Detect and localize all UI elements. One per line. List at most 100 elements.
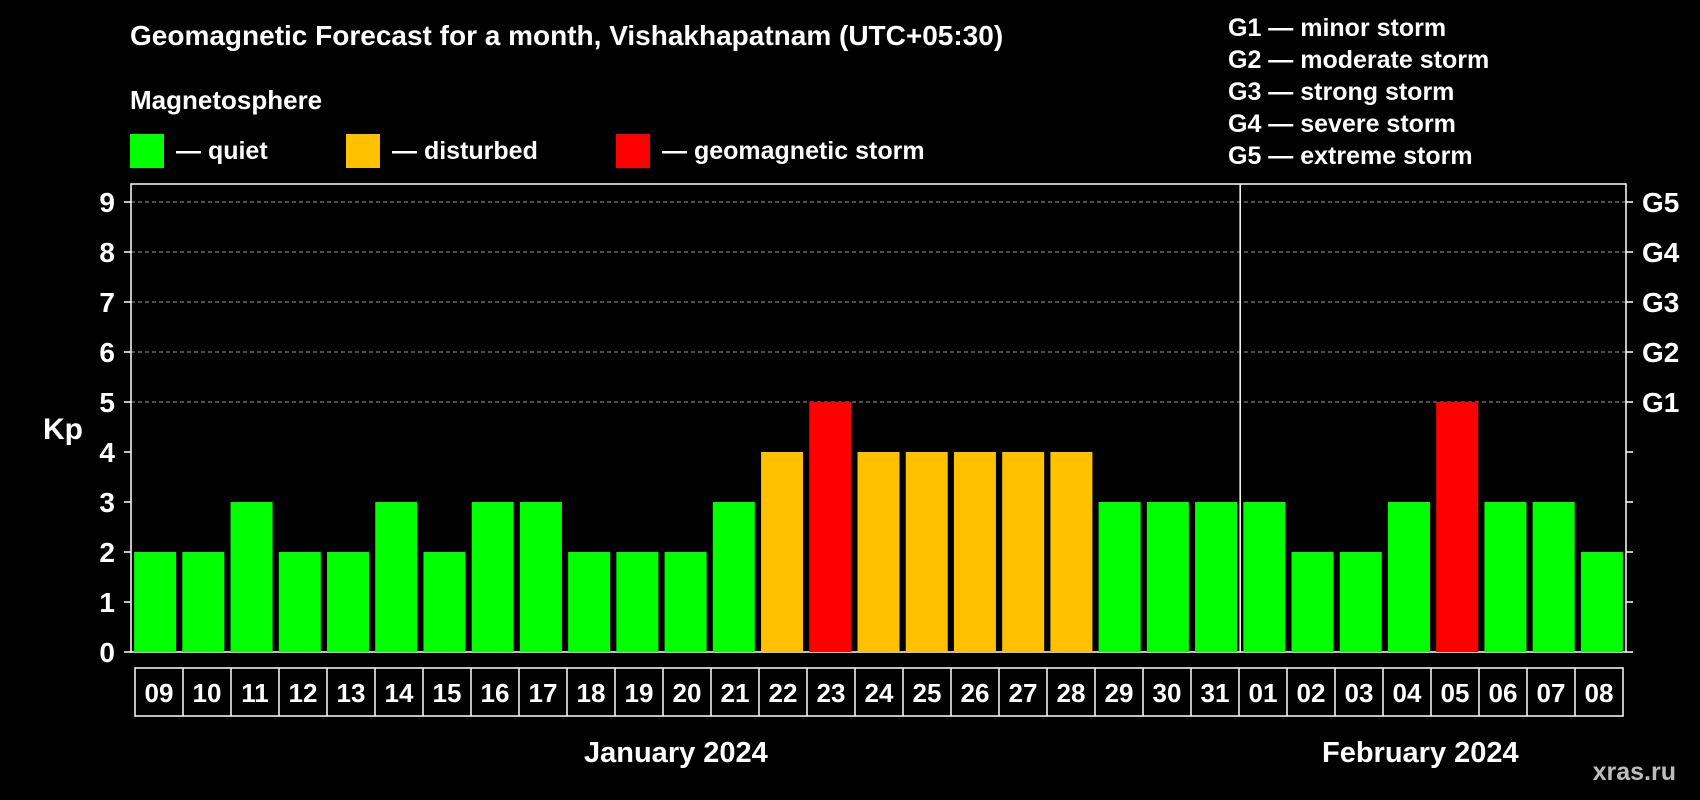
legend-storm-swatch <box>616 134 650 168</box>
y-tick-label-4: 4 <box>99 437 115 468</box>
chart-title: Geomagnetic Forecast for a month, Vishak… <box>130 20 1004 51</box>
bar-02-24 <box>1291 552 1334 652</box>
bar-25-16 <box>905 452 948 652</box>
date-label-06-28: 06 <box>1489 678 1518 708</box>
storm-scale-g1: G1 — minor storm <box>1228 14 1447 42</box>
date-row-frame <box>134 667 1624 717</box>
right-axis-label-g4: G4 <box>1642 237 1680 268</box>
date-label-13-4: 13 <box>337 678 366 708</box>
date-label-19-10: 19 <box>625 678 654 708</box>
storm-scale-g2: G2 — moderate storm <box>1228 46 1490 74</box>
bar-31-22 <box>1195 502 1238 652</box>
y-tick-label-0: 0 <box>99 637 115 668</box>
date-label-29-20: 29 <box>1105 678 1134 708</box>
date-label-03-25: 03 <box>1345 678 1374 708</box>
bar-29-20 <box>1098 502 1141 652</box>
bar-20-11 <box>664 552 707 652</box>
date-label-28-19: 28 <box>1057 678 1086 708</box>
bar-19-10 <box>616 552 659 652</box>
bar-16-7 <box>471 502 514 652</box>
bar-09-0 <box>134 552 177 652</box>
bar-03-25 <box>1339 552 1382 652</box>
bar-26-17 <box>953 452 996 652</box>
date-label-01-23: 01 <box>1249 678 1278 708</box>
bar-27-18 <box>1002 452 1045 652</box>
date-label-05-27: 05 <box>1441 678 1470 708</box>
y-tick-label-9: 9 <box>99 187 115 218</box>
date-label-07-29: 07 <box>1537 678 1566 708</box>
y-tick-label-7: 7 <box>99 287 115 318</box>
y-axis-label: Kp <box>43 413 83 446</box>
date-label-10-1: 10 <box>193 678 222 708</box>
legend-disturbed-label: — disturbed <box>392 136 538 165</box>
legend-quiet-label: — quiet <box>176 136 268 165</box>
date-label-17-8: 17 <box>529 678 558 708</box>
right-axis-label-g5: G5 <box>1642 187 1679 218</box>
bar-08-30 <box>1580 552 1623 652</box>
date-label-25-16: 25 <box>913 678 942 708</box>
date-label-02-24: 02 <box>1297 678 1326 708</box>
bar-13-4 <box>327 552 370 652</box>
date-label-21-12: 21 <box>721 678 750 708</box>
bar-11-2 <box>230 502 273 652</box>
bar-10-1 <box>182 552 225 652</box>
month-label-january: January 2024 <box>584 737 768 769</box>
date-label-04-26: 04 <box>1393 678 1422 708</box>
date-label-24-15: 24 <box>865 678 894 708</box>
y-tick-label-3: 3 <box>99 487 115 518</box>
bar-04-26 <box>1387 502 1430 652</box>
bar-21-12 <box>712 502 755 652</box>
storm-scale-legend: G1 — minor storm G2 — moderate storm G3 … <box>1228 12 1489 172</box>
storm-scale-g4: G4 — severe storm <box>1228 110 1456 138</box>
bar-18-9 <box>568 552 611 652</box>
bar-06-28 <box>1484 502 1527 652</box>
bar-12-3 <box>278 552 321 652</box>
y-tick-label-6: 6 <box>99 337 115 368</box>
bar-15-6 <box>423 552 466 652</box>
bar-01-23 <box>1243 502 1286 652</box>
right-axis-label-g1: G1 <box>1642 387 1679 418</box>
legend-quiet: — quiet <box>130 134 268 168</box>
storm-scale-g3: G3 — strong storm <box>1228 78 1455 106</box>
y-tick-label-2: 2 <box>99 537 115 568</box>
magnetosphere-label: Magnetosphere <box>130 85 323 115</box>
bar-24-15 <box>857 452 900 652</box>
y-tick-label-1: 1 <box>99 587 115 618</box>
bar-07-29 <box>1532 502 1575 652</box>
month-label-february: February 2024 <box>1322 737 1519 769</box>
storm-scale-g5: G5 — extreme storm <box>1228 142 1473 170</box>
date-label-27-18: 27 <box>1009 678 1038 708</box>
date-label-23-14: 23 <box>817 678 846 708</box>
date-label-31-22: 31 <box>1201 678 1230 708</box>
legend-disturbed-swatch <box>346 134 380 168</box>
watermark: xras.ru <box>1592 758 1676 786</box>
date-label-20-11: 20 <box>673 678 702 708</box>
bar-17-8 <box>519 502 562 652</box>
bar-23-14 <box>809 402 852 652</box>
bar-28-19 <box>1050 452 1093 652</box>
date-label-08-30: 08 <box>1585 678 1614 708</box>
date-label-26-17: 26 <box>961 678 990 708</box>
date-label-22-13: 22 <box>769 678 798 708</box>
legend-quiet-swatch <box>130 134 164 168</box>
date-label-12-3: 12 <box>289 678 318 708</box>
date-label-16-7: 16 <box>481 678 510 708</box>
legend-disturbed: — disturbed <box>346 134 538 168</box>
date-label-30-21: 30 <box>1153 678 1182 708</box>
date-label-18-9: 18 <box>577 678 606 708</box>
right-axis-label-g3: G3 <box>1642 287 1679 318</box>
date-label-15-6: 15 <box>433 678 462 708</box>
legend-storm: — geomagnetic storm <box>616 134 925 168</box>
bar-05-27 <box>1436 402 1479 652</box>
date-label-14-5: 14 <box>385 678 414 708</box>
y-tick-label-5: 5 <box>99 387 115 418</box>
y-tick-label-8: 8 <box>99 237 115 268</box>
right-axis-label-g2: G2 <box>1642 337 1679 368</box>
legend-storm-label: — geomagnetic storm <box>662 136 925 165</box>
bar-22-13 <box>761 452 804 652</box>
date-label-11-2: 11 <box>241 678 269 708</box>
bar-30-21 <box>1146 502 1189 652</box>
bar-14-5 <box>375 502 418 652</box>
date-label-09-0: 09 <box>145 678 174 708</box>
